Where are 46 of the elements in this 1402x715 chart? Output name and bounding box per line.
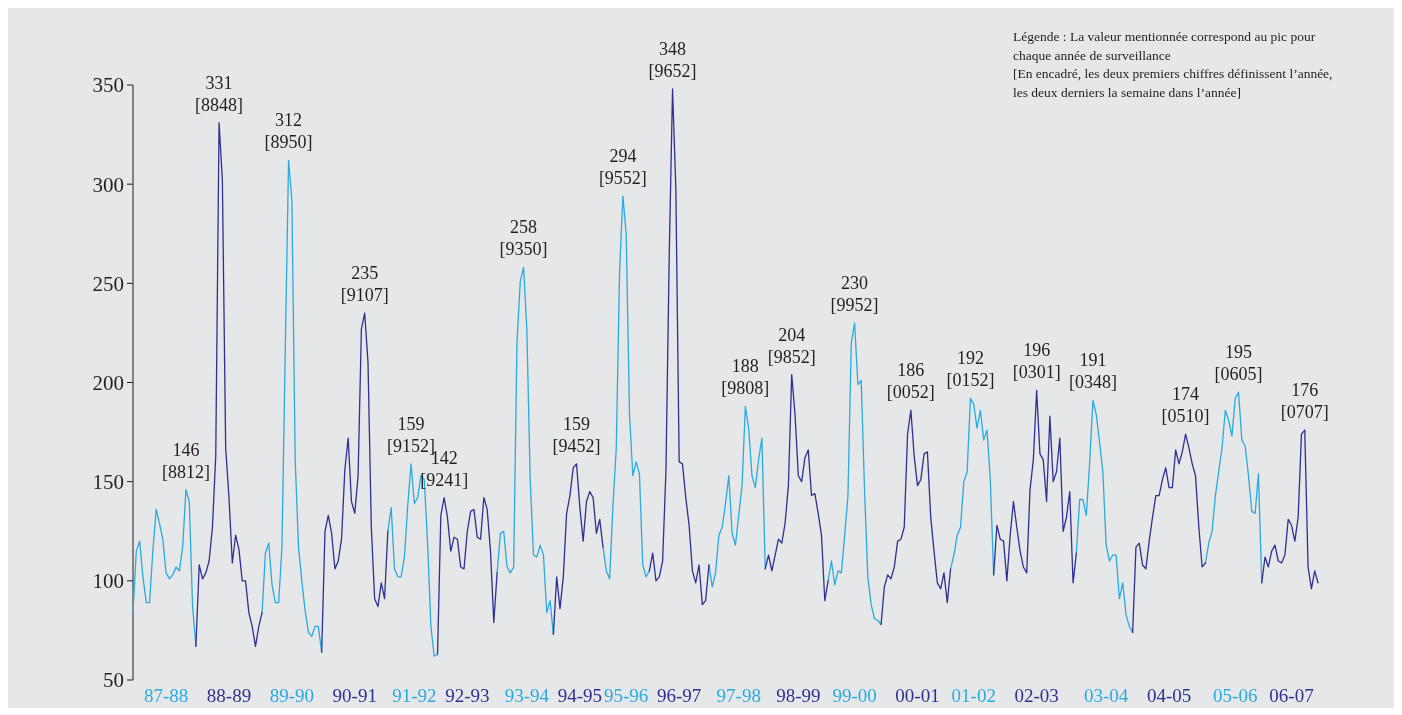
x-tick-label: 89-90	[269, 685, 315, 706]
x-tick-label: 92-93	[445, 685, 490, 706]
x-tick-label: 98-99	[776, 685, 821, 706]
data-label: 204 [9852]	[767, 324, 816, 367]
x-tick-label: 02-03	[1014, 685, 1059, 706]
data-label: 188 [9808]	[721, 356, 770, 399]
x-tick-label: 01-02	[951, 685, 996, 706]
x-tick-label: 00-01	[895, 685, 940, 706]
x-tick-label: 88-89	[206, 685, 252, 706]
data-label: 192 [0152]	[946, 348, 995, 391]
y-tick-label: 300	[92, 172, 124, 197]
data-label: 258 [9350]	[499, 217, 548, 260]
data-label: 159 [9452]	[552, 413, 601, 456]
data-label: 235 [9107]	[340, 263, 389, 306]
y-tick-label: 350	[92, 73, 124, 98]
x-tick-label: 96-97	[657, 685, 702, 706]
data-label: 186 [0052]	[886, 360, 935, 403]
data-label: 191 [0348]	[1068, 350, 1117, 393]
y-tick-label: 100	[92, 569, 124, 594]
y-tick-label: 200	[92, 370, 124, 395]
x-tick-label: 04-05	[1146, 685, 1192, 706]
x-tick-label: 94-95	[557, 685, 603, 706]
x-tick-label: 90-91	[332, 685, 377, 706]
data-label: 146 [8812]	[161, 439, 210, 482]
data-label: 348 [9652]	[648, 38, 697, 81]
y-tick-label: 250	[92, 271, 124, 296]
x-tick-label: 03-04	[1083, 685, 1129, 706]
data-label: 312 [8950]	[264, 110, 313, 153]
data-label: 196 [0301]	[1012, 340, 1061, 383]
x-tick-label: 06-07	[1269, 685, 1314, 706]
x-tick-label: 97-98	[716, 685, 761, 706]
x-tick-label: 05-06	[1213, 685, 1258, 706]
x-tick-label: 91-92	[392, 685, 437, 706]
data-label: 331 [8848]	[195, 72, 244, 115]
data-label: 294 [9552]	[598, 146, 647, 189]
data-label: 230 [9952]	[830, 273, 879, 315]
y-tick-label: 50	[103, 668, 124, 693]
x-tick-label: 99-00	[832, 685, 877, 706]
x-tick-label: 87-88	[143, 685, 189, 706]
x-tick-label: 95-96	[604, 685, 649, 706]
data-label: 195 [0605]	[1214, 342, 1263, 385]
x-tick-label: 93-94	[504, 685, 550, 706]
data-label: 176 [0707]	[1280, 380, 1329, 423]
y-tick-label: 150	[92, 470, 124, 495]
data-label: 174 [0510]	[1161, 384, 1210, 427]
annotation: Légende : La valeur mentionnée correspond au pic pour chaque année de surveillance [En encadré, les deux premiers chiffres définissent l’année, les deux derniers la semaine dans l’année]	[1013, 29, 1333, 100]
